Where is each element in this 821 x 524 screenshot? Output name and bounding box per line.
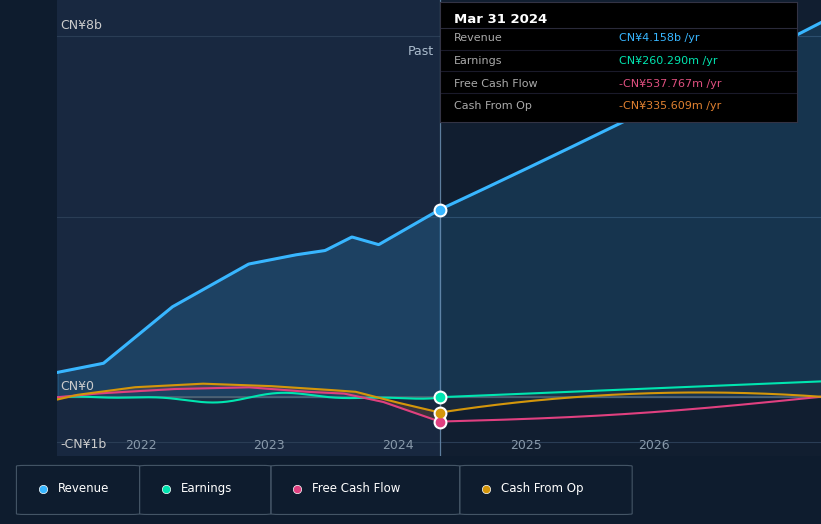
Text: Analysts Forecasts: Analysts Forecasts	[452, 45, 569, 58]
Text: -CN¥335.609m /yr: -CN¥335.609m /yr	[619, 101, 721, 111]
Text: CN¥4.158b /yr: CN¥4.158b /yr	[619, 33, 699, 43]
Text: 2024: 2024	[382, 439, 413, 452]
Text: Cash From Op: Cash From Op	[501, 482, 583, 495]
Text: 2026: 2026	[639, 439, 670, 452]
Text: Cash From Op: Cash From Op	[454, 101, 532, 111]
Text: Free Cash Flow: Free Cash Flow	[312, 482, 401, 495]
Text: CN¥8b: CN¥8b	[60, 18, 102, 31]
Text: -CN¥537.767m /yr: -CN¥537.767m /yr	[619, 79, 721, 89]
Text: 2022: 2022	[125, 439, 157, 452]
Text: Earnings: Earnings	[181, 482, 232, 495]
Text: Earnings: Earnings	[454, 56, 502, 66]
Text: Revenue: Revenue	[454, 33, 503, 43]
Text: -CN¥1b: -CN¥1b	[60, 439, 106, 451]
Text: Mar 31 2024: Mar 31 2024	[454, 13, 548, 26]
Text: Free Cash Flow: Free Cash Flow	[454, 79, 538, 89]
Text: Past: Past	[407, 45, 433, 58]
Text: CN¥0: CN¥0	[60, 380, 94, 392]
Text: CN¥260.290m /yr: CN¥260.290m /yr	[619, 56, 717, 66]
Bar	[440, 0, 821, 456]
Text: 2025: 2025	[510, 439, 542, 452]
Text: 2023: 2023	[254, 439, 285, 452]
Bar	[57, 0, 440, 456]
Text: Revenue: Revenue	[57, 482, 109, 495]
